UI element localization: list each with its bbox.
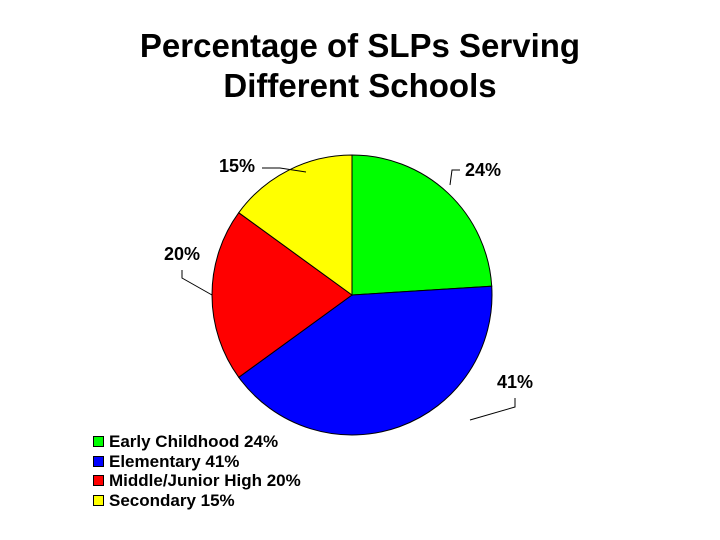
leader-line-secondary [262, 167, 307, 173]
legend-label-early-childhood: Early Childhood 24% [109, 432, 279, 451]
pie-slice-secondary [238, 154, 353, 296]
legend-swatch-secondary [93, 494, 104, 506]
pie-slice-middle-junior-high [211, 212, 353, 378]
data-label-elementary: 41% [497, 372, 533, 392]
legend: Early Childhood 24% Elementary 41% Middl… [93, 432, 301, 510]
data-label-middle-junior-high: 20% [164, 244, 200, 264]
pie-slice-early-childhood [351, 154, 493, 296]
chart-title: Percentage of SLPs Serving Different Sch… [0, 26, 720, 106]
data-label-secondary: 15% [219, 156, 255, 176]
legend-item-early-childhood: Early Childhood 24% [93, 432, 301, 452]
legend-item-elementary: Elementary 41% [93, 452, 301, 472]
legend-swatch-early-childhood [93, 436, 104, 448]
chart-title-line-2: Different Schools [223, 67, 497, 104]
data-label-early-childhood: 24% [465, 160, 501, 180]
leader-line-early-childhood [449, 169, 460, 186]
legend-label-elementary: Elementary 41% [109, 451, 240, 471]
chart-title-line-1: Percentage of SLPs Serving [139, 27, 581, 64]
legend-swatch-middle-junior-high [93, 475, 104, 487]
legend-swatch-elementary [93, 455, 104, 467]
legend-label-middle-junior-high: Middle/Junior High 20% [109, 471, 301, 490]
leader-line-middle-junior-high [181, 270, 213, 296]
legend-item-middle-junior-high: Middle/Junior High 20% [93, 471, 301, 491]
legend-item-secondary: Secondary 15% [93, 491, 301, 511]
pie-slice-elementary [238, 285, 493, 436]
legend-label-secondary: Secondary 15% [109, 490, 235, 510]
leader-line-elementary [469, 398, 516, 421]
